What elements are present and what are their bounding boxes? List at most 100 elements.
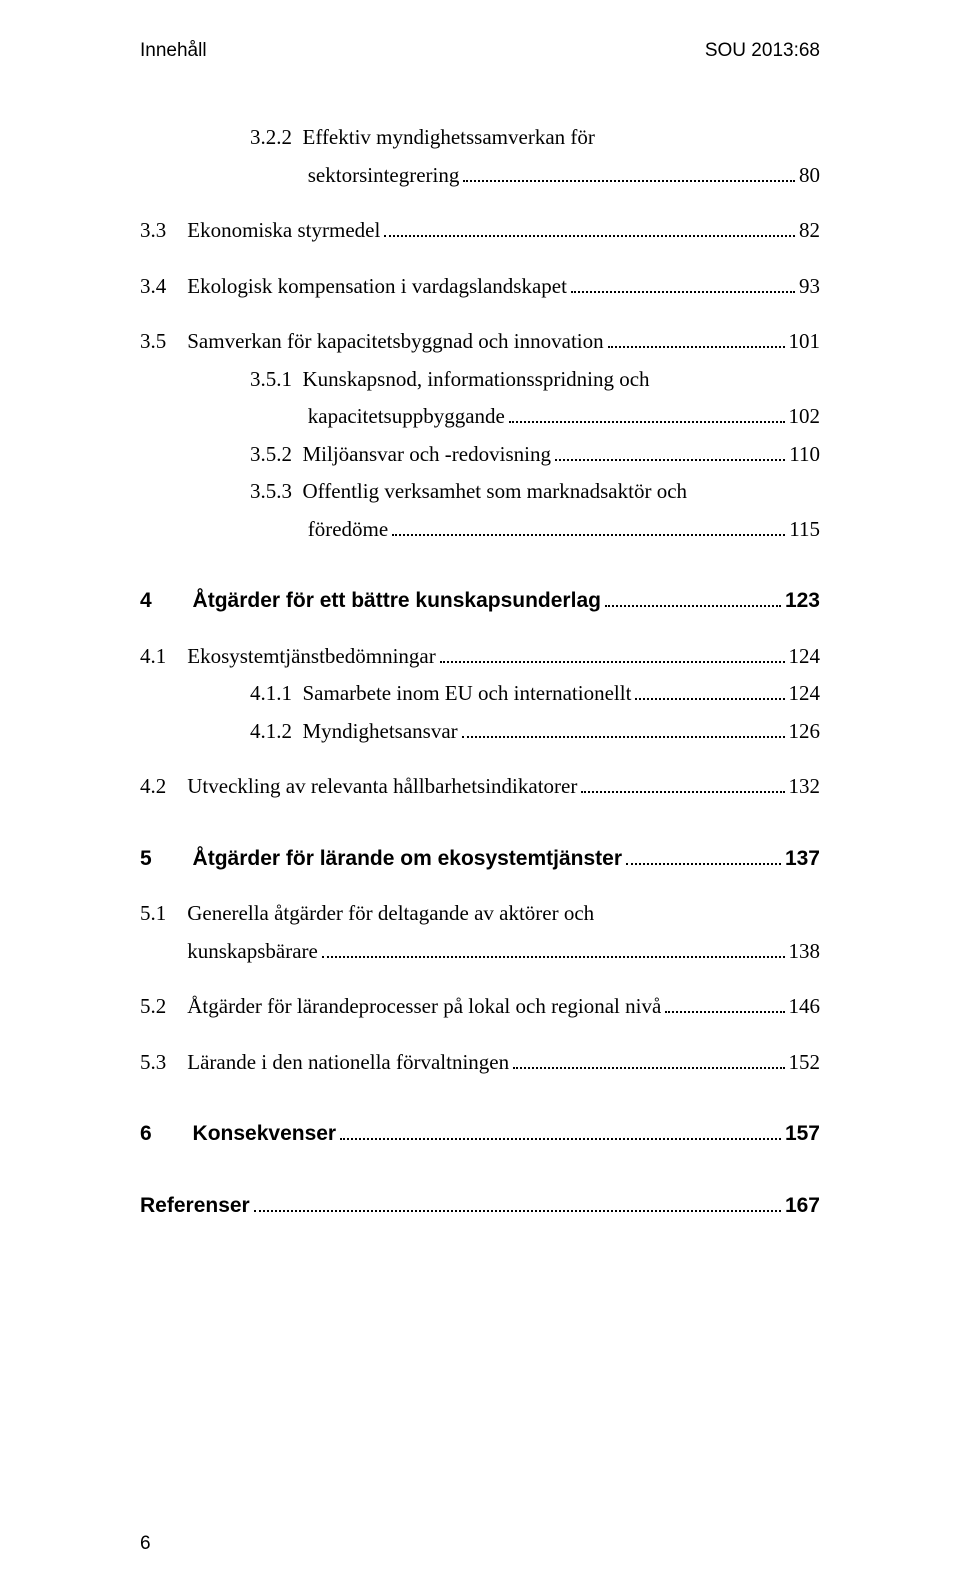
toc-entry-number: 4.2 <box>140 771 187 803</box>
page-number: 6 <box>140 1533 151 1555</box>
toc-entry: Referenser167 <box>140 1190 820 1222</box>
toc-leader-dots <box>509 402 785 423</box>
toc-entry-label: Offentlig verksamhet som marknadsaktör o… <box>303 476 688 508</box>
toc-entry-label: Generella åtgärder för deltagande av akt… <box>187 898 594 930</box>
toc-entry-page: 80 <box>799 160 820 192</box>
toc-entry-label: Ekosystemtjänstbedömningar <box>187 641 435 673</box>
toc-entry: 4.1.1 Samarbete inom EU och internatione… <box>140 678 820 710</box>
toc-leader-dots <box>605 586 781 607</box>
toc-leader-dots <box>340 1119 781 1140</box>
toc-leader-dots <box>392 515 785 536</box>
toc-leader-dots <box>440 642 785 663</box>
toc-entry-number: 3.5.3 <box>140 476 303 508</box>
toc-entry: 3.5.2 Miljöansvar och -redovisning 110 <box>140 439 820 471</box>
toc-entry-number: 3.2.2 <box>140 122 303 154</box>
toc-entry-label: Kunskapsnod, informationsspridning och <box>303 364 650 396</box>
toc-entry-number: 5.1 <box>140 898 187 930</box>
toc-entry-number: 4.1 <box>140 641 187 673</box>
toc-entry: 4.2 Utveckling av relevanta hållbarhetsi… <box>140 771 820 803</box>
toc-entry: 3.5.1 Kunskapsnod, informationsspridning… <box>140 364 820 396</box>
toc-entry: kapacitetsuppbyggande 102 <box>140 401 820 433</box>
toc-leader-dots <box>665 992 784 1013</box>
toc-entry: föredöme115 <box>140 514 820 546</box>
toc-entry-page: 82 <box>799 215 820 247</box>
toc-leader-dots <box>635 679 784 700</box>
toc-entry: kunskapsbärare138 <box>140 936 820 968</box>
toc-entry-page: 126 <box>789 716 821 748</box>
toc-entry-page: 123 <box>785 585 820 617</box>
toc-entry-label: Samverkan för kapacitetsbyggnad och inno… <box>187 326 603 358</box>
toc-leader-dots <box>571 272 795 293</box>
toc-entry-label: Miljöansvar och -redovisning <box>303 439 551 471</box>
toc-entry-number: 4.1.2 <box>140 716 303 748</box>
toc-entry-page: 124 <box>789 641 821 673</box>
toc-leader-dots <box>581 772 784 793</box>
toc-entry: 3.2.2 Effektiv myndighetssamverkan för <box>140 122 820 154</box>
toc-entry-page: 102 <box>789 401 821 433</box>
toc-entry: 4.1 Ekosystemtjänstbedömningar 124 <box>140 641 820 673</box>
toc-entry: 5.2 Åtgärder för lärandeprocesser på lok… <box>140 991 820 1023</box>
toc-entry-number: 6 <box>140 1118 193 1150</box>
document-page: Innehåll SOU 2013:68 3.2.2 Effektiv mynd… <box>0 0 960 1595</box>
toc-entry-number: 5 <box>140 843 193 875</box>
toc-entry-label: Lärande i den nationella förvaltningen <box>187 1047 509 1079</box>
toc-entry-page: 138 <box>789 936 821 968</box>
toc-entry-page: 115 <box>789 514 820 546</box>
toc-leader-dots <box>626 844 781 865</box>
toc-entry-label: Samarbete inom EU och internationellt <box>303 678 632 710</box>
toc-leader-dots <box>555 440 785 461</box>
toc-entry-number: 3.5 <box>140 326 187 358</box>
toc-entry-number <box>140 514 308 546</box>
toc-entry: 3.3 Ekonomiska styrmedel 82 <box>140 215 820 247</box>
toc-entry-label: Utveckling av relevanta hållbarhetsindik… <box>187 771 577 803</box>
toc-entry-number: 3.3 <box>140 215 187 247</box>
toc-entry: 3.5 Samverkan för kapacitetsbyggnad och … <box>140 326 820 358</box>
toc-entry: 5 Åtgärder för lärande om ekosystemtjäns… <box>140 843 820 875</box>
toc-entry-page: 146 <box>789 991 821 1023</box>
toc-entry-number <box>140 401 308 433</box>
toc-entry-page: 110 <box>789 439 820 471</box>
toc-entry-page: 101 <box>789 326 821 358</box>
toc-entry-label: Konsekvenser <box>193 1118 337 1150</box>
toc-leader-dots <box>462 717 785 738</box>
toc-entry-label: Ekonomiska styrmedel <box>187 215 380 247</box>
toc-entry-label: Referenser <box>140 1190 250 1222</box>
toc-entry-number: 3.5.2 <box>140 439 303 471</box>
toc-entry-page: 124 <box>789 678 821 710</box>
toc-entry-page: 137 <box>785 843 820 875</box>
toc-entry: sektorsintegrering 80 <box>140 160 820 192</box>
toc-leader-dots <box>254 1191 781 1212</box>
toc-entry-label: Ekologisk kompensation i vardagslandskap… <box>187 271 567 303</box>
toc-entry-number: 5.3 <box>140 1047 187 1079</box>
toc-entry-number: 5.2 <box>140 991 187 1023</box>
toc-entry-label: Åtgärder för lärandeprocesser på lokal o… <box>187 991 661 1023</box>
table-of-contents: 3.2.2 Effektiv myndighetssamverkan för s… <box>140 122 820 1221</box>
toc-entry-label: Åtgärder för lärande om ekosystemtjänste… <box>193 843 622 875</box>
toc-entry-number: 3.5.1 <box>140 364 303 396</box>
running-header: Innehåll SOU 2013:68 <box>140 40 820 62</box>
toc-entry-page: 93 <box>799 271 820 303</box>
toc-entry: 4.1.2 Myndighetsansvar126 <box>140 716 820 748</box>
toc-leader-dots <box>513 1048 784 1069</box>
toc-leader-dots <box>608 327 785 348</box>
toc-entry: 3.5.3 Offentlig verksamhet som marknadsa… <box>140 476 820 508</box>
toc-entry-label: Effektiv myndighetssamverkan för <box>303 122 595 154</box>
toc-entry: 6 Konsekvenser 157 <box>140 1118 820 1150</box>
header-left: Innehåll <box>140 40 207 62</box>
toc-entry-number <box>140 936 187 968</box>
toc-entry-label: sektorsintegrering <box>308 160 460 192</box>
toc-entry-page: 152 <box>789 1047 821 1079</box>
toc-entry-page: 132 <box>789 771 821 803</box>
toc-entry: 5.3 Lärande i den nationella förvaltning… <box>140 1047 820 1079</box>
toc-entry: 4 Åtgärder för ett bättre kunskapsunderl… <box>140 585 820 617</box>
toc-leader-dots <box>322 937 785 958</box>
toc-entry-label: kapacitetsuppbyggande <box>308 401 505 433</box>
toc-entry-label: Åtgärder för ett bättre kunskapsunderlag <box>193 585 601 617</box>
toc-entry-number: 4.1.1 <box>140 678 303 710</box>
toc-leader-dots <box>463 161 795 182</box>
toc-entry: 5.1 Generella åtgärder för deltagande av… <box>140 898 820 930</box>
toc-entry-number <box>140 160 308 192</box>
toc-entry-number: 4 <box>140 585 193 617</box>
toc-entry: 3.4 Ekologisk kompensation i vardagsland… <box>140 271 820 303</box>
toc-entry-page: 157 <box>785 1118 820 1150</box>
